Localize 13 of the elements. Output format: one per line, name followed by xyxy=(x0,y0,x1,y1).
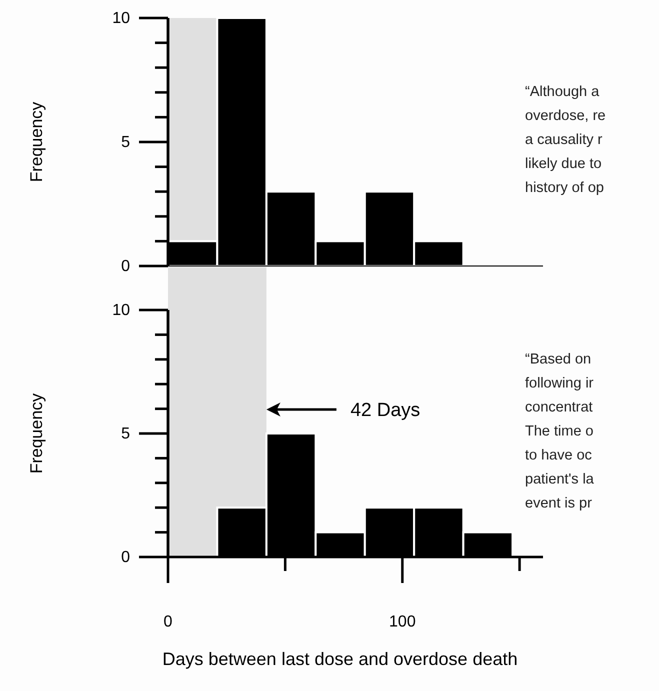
y-tick-label: 10 xyxy=(112,10,130,28)
x-tick-label: 100 xyxy=(389,613,416,630)
y-tick-label: 0 xyxy=(121,549,130,566)
annotation: “Although a overdose, re a causality r likely due to history of op xyxy=(525,84,606,196)
y-tick-label: 10 xyxy=(112,302,130,320)
y-axis-title: Frequency xyxy=(27,392,46,474)
y-tick-label: 5 xyxy=(121,426,130,443)
y-tick-label: 0 xyxy=(121,258,130,276)
annotation: “Based on following ir concentrat The time o to have oc patient's la event is pr xyxy=(525,352,595,512)
y-tick-label: 5 xyxy=(121,134,130,152)
y-axis-title: Frequency xyxy=(27,101,46,182)
annotation: 42 Days xyxy=(350,400,420,422)
x-axis-title: Days between last dose and overdose death xyxy=(162,649,518,669)
